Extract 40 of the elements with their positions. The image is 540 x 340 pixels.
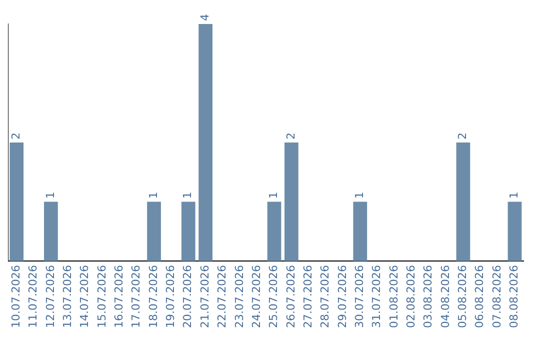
x-tick-label: 01.08.2026 [387, 265, 400, 328]
data-label: 1 [352, 192, 366, 199]
x-tick-label: 21.07.2026 [198, 265, 212, 328]
x-tick-label: 27.07.2026 [301, 265, 314, 328]
x-tick-label: 04.08.2026 [438, 265, 452, 328]
x-tick-label: 20.07.2026 [181, 265, 194, 328]
x-tick-label: 31.07.2026 [370, 265, 384, 328]
data-label: 2 [284, 132, 298, 140]
x-tick-label: 05.08.2026 [456, 265, 470, 328]
data-label: 2 [456, 132, 470, 140]
x-tick-label: 08.08.2026 [508, 265, 521, 328]
x-tick-label: 25.07.2026 [267, 265, 280, 328]
x-tick-label: 19.07.2026 [164, 265, 178, 328]
x-tick-label: 17.07.2026 [130, 265, 143, 328]
data-label: 1 [181, 192, 194, 199]
data-label: 2 [9, 132, 22, 140]
x-tick-label: 18.07.2026 [146, 265, 160, 328]
x-tick-label: 26.07.2026 [284, 265, 298, 328]
data-label: 1 [267, 192, 280, 199]
x-tick-label: 11.07.2026 [26, 265, 40, 328]
x-tick-label: 06.08.2026 [473, 265, 486, 328]
x-tick-label: 14.07.2026 [78, 265, 92, 328]
x-tick-label: 13.07.2026 [60, 265, 74, 328]
x-tick-label: 23.07.2026 [232, 265, 246, 328]
x-tick-label: 22.07.2026 [216, 265, 229, 328]
data-label: 4 [198, 14, 212, 21]
x-tick-label: 07.08.2026 [490, 265, 504, 328]
x-tick-label: 12.07.2026 [44, 265, 57, 328]
x-tick-label: 10.07.2026 [9, 265, 22, 328]
x-tick-label: 28.07.2026 [318, 265, 332, 328]
x-tick-label: 29.07.2026 [336, 265, 349, 328]
x-tick-label: 30.07.2026 [352, 265, 366, 328]
data-label: 1 [508, 192, 521, 199]
x-tick-label: 15.07.2026 [95, 265, 108, 328]
x-tick-label: 16.07.2026 [112, 265, 126, 328]
x-tick-label: 02.08.2026 [404, 265, 418, 328]
data-label: 1 [146, 192, 160, 199]
x-tick-label: 03.08.2026 [422, 265, 435, 328]
data-label: 1 [44, 192, 57, 199]
x-tick-label: 24.07.2026 [250, 265, 263, 328]
